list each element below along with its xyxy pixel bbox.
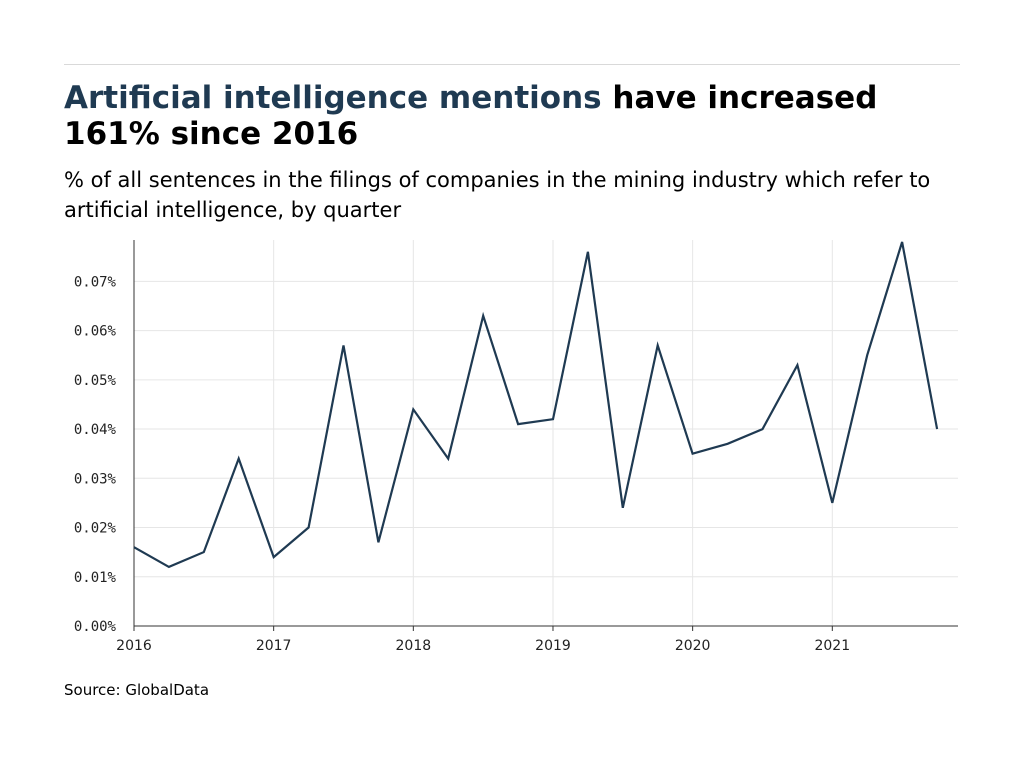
y-tick-label: 0.06% [74, 324, 117, 340]
top-divider [64, 64, 960, 65]
y-tick-label: 0.04% [74, 422, 117, 438]
x-tick-label: 2019 [535, 638, 571, 654]
chart-subtitle: % of all sentences in the filings of com… [64, 168, 931, 222]
x-tick-label: 2018 [396, 638, 432, 654]
y-tick-label: 0.01% [74, 570, 117, 586]
source-note: Source: GlobalData [64, 681, 210, 699]
x-tick-label: 2016 [116, 638, 152, 654]
series-line [133, 241, 939, 569]
y-tick-label: 0.03% [74, 471, 117, 487]
chart-title-highlight: Artificial intelligence mentions [64, 80, 602, 116]
y-tick-label: 0.00% [74, 619, 117, 635]
y-tick-label: 0.07% [74, 274, 117, 290]
x-tick-label: 2017 [256, 638, 292, 654]
chart-title: Artificial intelligence mentions have in… [64, 80, 964, 152]
x-tick-label: 2020 [675, 638, 711, 654]
chart-title-rest: have increased 161% since 2016 [64, 80, 878, 152]
x-tick-label: 2021 [814, 638, 850, 654]
y-tick-label: 0.02% [74, 521, 117, 537]
y-tick-label: 0.05% [74, 373, 117, 389]
